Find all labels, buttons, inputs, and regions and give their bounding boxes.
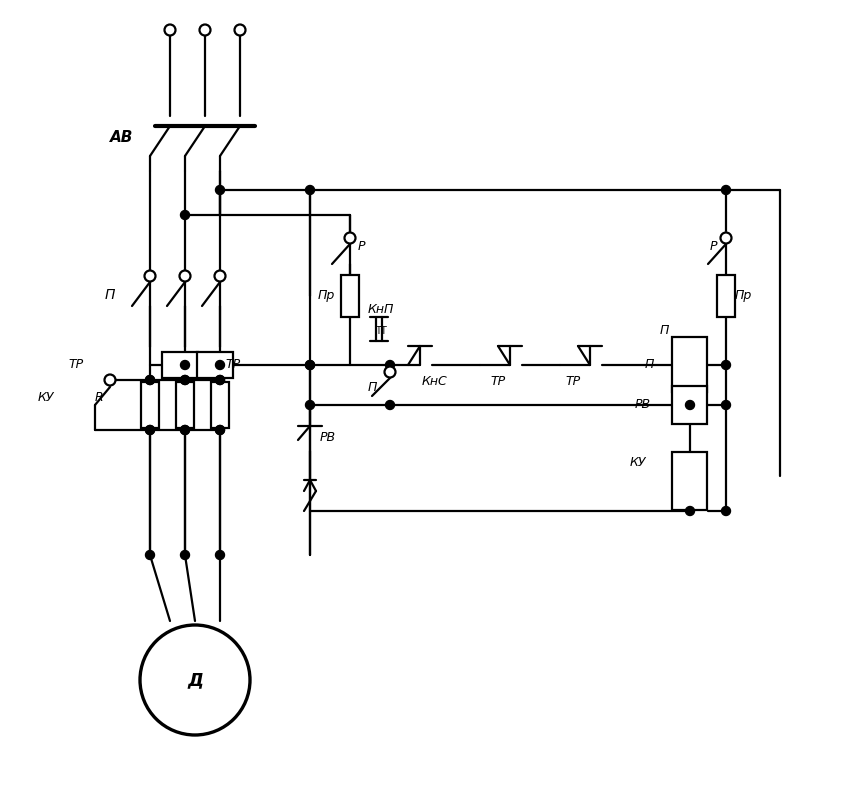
Circle shape: [721, 185, 729, 194]
Circle shape: [216, 550, 224, 560]
Text: РВ: РВ: [320, 432, 336, 445]
Circle shape: [685, 401, 694, 410]
Circle shape: [216, 361, 224, 369]
Circle shape: [344, 233, 355, 244]
Circle shape: [181, 376, 189, 384]
Circle shape: [385, 361, 394, 369]
Text: Пр: Пр: [318, 289, 335, 303]
Bar: [176, 382, 193, 428]
Text: R: R: [95, 391, 103, 405]
Circle shape: [234, 24, 245, 35]
Circle shape: [216, 425, 224, 435]
Circle shape: [181, 550, 189, 560]
Text: ТР: ТР: [489, 376, 504, 388]
Circle shape: [721, 361, 729, 369]
Text: ТТ: ТТ: [375, 326, 386, 336]
Circle shape: [305, 361, 314, 369]
Text: Р: Р: [358, 240, 365, 252]
Circle shape: [146, 550, 154, 560]
Circle shape: [216, 376, 224, 384]
Circle shape: [721, 401, 729, 410]
Text: П: П: [105, 288, 115, 302]
Circle shape: [384, 366, 395, 377]
Text: АВ: АВ: [110, 130, 133, 145]
Circle shape: [181, 425, 189, 435]
Circle shape: [216, 376, 224, 384]
Bar: [717, 275, 734, 317]
Text: П: П: [644, 358, 653, 372]
Text: П: П: [367, 381, 377, 395]
Bar: [671, 452, 706, 510]
Circle shape: [140, 625, 250, 735]
Circle shape: [385, 401, 394, 410]
Circle shape: [305, 401, 314, 410]
Text: ТР: ТР: [564, 376, 579, 388]
Circle shape: [305, 185, 314, 194]
Circle shape: [216, 425, 224, 435]
Text: Д: Д: [187, 671, 203, 689]
Circle shape: [146, 376, 154, 384]
Bar: [197, 352, 233, 378]
Circle shape: [199, 24, 210, 35]
Circle shape: [216, 185, 224, 194]
Circle shape: [685, 506, 694, 516]
Text: ТР: ТР: [68, 358, 83, 372]
Circle shape: [105, 374, 115, 385]
Circle shape: [179, 270, 190, 281]
Bar: [210, 382, 228, 428]
Text: Р: Р: [709, 240, 717, 252]
Circle shape: [720, 233, 731, 244]
Circle shape: [181, 361, 189, 369]
Circle shape: [146, 425, 154, 435]
Text: П: П: [659, 325, 669, 337]
Circle shape: [181, 425, 189, 435]
Circle shape: [146, 376, 154, 384]
Bar: [162, 352, 198, 378]
Bar: [671, 386, 706, 424]
Circle shape: [721, 506, 729, 516]
Bar: [141, 382, 158, 428]
Circle shape: [214, 270, 225, 281]
Text: КнП: КнП: [367, 303, 394, 317]
Circle shape: [181, 211, 189, 219]
Bar: [671, 337, 706, 392]
Text: КнС: КнС: [422, 376, 447, 388]
Text: ТР: ТР: [225, 358, 240, 372]
Circle shape: [146, 425, 154, 435]
Circle shape: [164, 24, 176, 35]
Text: КУ: КУ: [38, 391, 55, 405]
Text: РВ: РВ: [634, 399, 650, 412]
Text: КУ: КУ: [630, 457, 646, 469]
Bar: [341, 275, 359, 317]
Circle shape: [144, 270, 155, 281]
Circle shape: [181, 376, 189, 384]
Circle shape: [305, 361, 314, 369]
Text: Пр: Пр: [734, 289, 751, 303]
